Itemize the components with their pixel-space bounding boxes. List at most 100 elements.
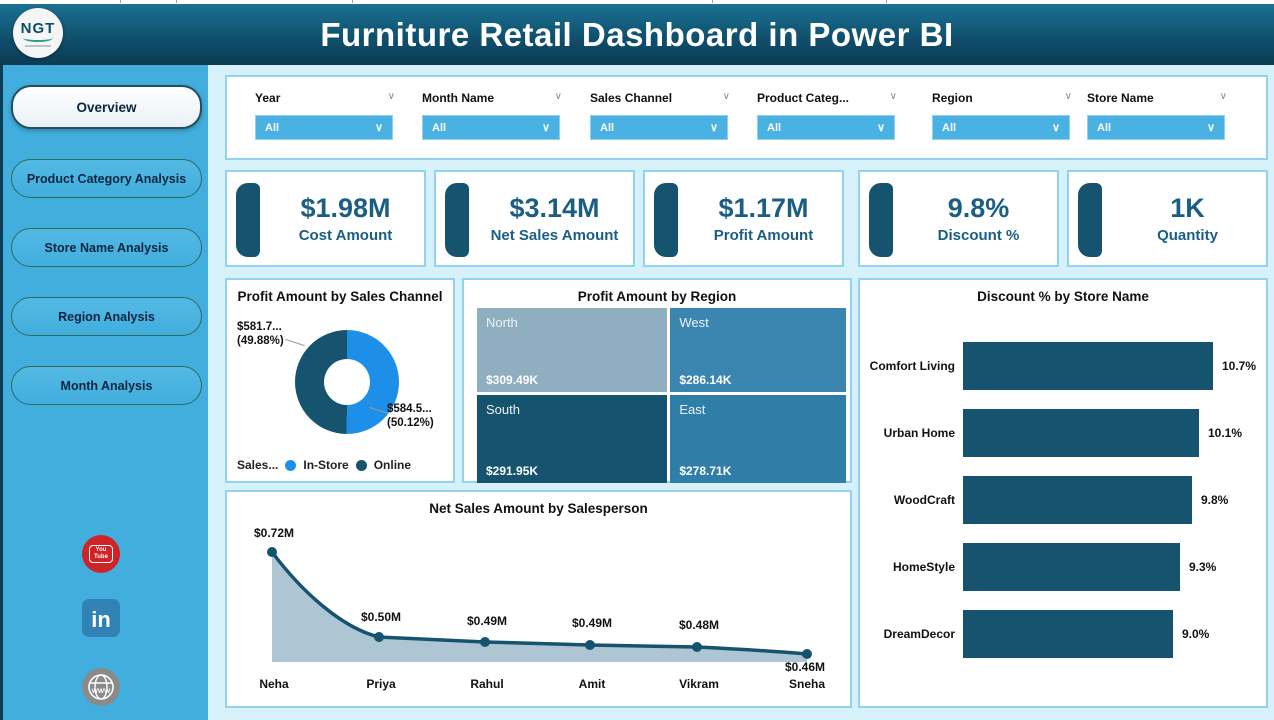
legend-series-prefix: Sales... (237, 458, 279, 472)
filter-region-dropdown[interactable]: All ∨ (932, 115, 1070, 140)
filter-store-name-dropdown[interactable]: All ∨ (1087, 115, 1225, 140)
kpi-pill-icon (869, 183, 893, 257)
filter-year-dropdown[interactable]: All ∨ (255, 115, 393, 140)
chevron-down-icon[interactable]: ∨ (722, 91, 730, 102)
kpi-value: 1K (1170, 193, 1205, 223)
header-banner: NGT Furniture Retail Dashboard in Power … (0, 4, 1274, 65)
point-value-label: $0.49M (466, 614, 508, 628)
filter-sales-channel-dropdown[interactable]: All ∨ (590, 115, 728, 140)
data-point-rahul[interactable] (480, 637, 490, 647)
kpi-label: Net Sales Amount (490, 227, 619, 244)
kpi-card-profit-amount: $1.17M Profit Amount (643, 170, 844, 267)
bar-category-label: DreamDecor (883, 627, 955, 641)
filter-value: All (432, 121, 447, 134)
bar[interactable] (963, 409, 1199, 457)
bar[interactable] (963, 476, 1192, 524)
treemap-cell-east[interactable]: East $278.71K (670, 395, 846, 483)
filter-label: Sales Channel (590, 91, 673, 105)
bar[interactable] (963, 543, 1180, 591)
chevron-down-icon[interactable]: ∨ (1219, 91, 1227, 102)
ruler-tick (120, 0, 127, 3)
data-point-neha[interactable] (267, 547, 277, 557)
filter-sales-channel: Sales Channel ∨ All ∨ (590, 77, 735, 158)
sidebar-item-region-analysis[interactable]: Region Analysis (11, 297, 202, 336)
kpi-label: Profit Amount (713, 227, 814, 244)
filter-label: Month Name (422, 91, 494, 105)
chevron-down-icon[interactable]: ∨ (554, 91, 562, 102)
data-point-amit[interactable] (585, 640, 595, 650)
sidebar-item-label: Region Analysis (58, 309, 155, 324)
top-ruler-strip (0, 0, 1274, 4)
filter-value: All (1097, 121, 1112, 134)
donut-chart[interactable] (295, 330, 399, 434)
linkedin-icon[interactable]: in (82, 599, 120, 637)
x-axis-label: Vikram (679, 677, 719, 691)
filter-label: Region (932, 91, 973, 105)
sidebar-item-label: Overview (76, 99, 137, 115)
globe-glyph: WWW (88, 674, 114, 700)
chart-title: Net Sales Amount by Salesperson (429, 501, 648, 516)
callout-line (285, 338, 305, 347)
filter-product-category-dropdown[interactable]: All ∨ (757, 115, 895, 140)
chart-title: Profit Amount by Sales Channel (237, 289, 443, 304)
filter-panel: Year ∨ All ∨ Month Name ∨ All ∨ Sales Channe… (225, 75, 1268, 160)
bar-category-label: HomeStyle (892, 560, 955, 574)
kpi-pill-icon (445, 183, 469, 257)
bar-category-label: Comfort Living (869, 359, 955, 373)
donut-legend: Sales... In-Store Online (237, 458, 447, 472)
bar-value-label: 9.3% (1189, 560, 1217, 574)
chevron-down-icon[interactable]: ∨ (1064, 91, 1072, 102)
x-axis-label: Priya (366, 677, 396, 691)
sidebar-item-overview[interactable]: Overview (11, 85, 202, 129)
x-axis-label: Rahul (470, 677, 504, 691)
legend-label-in-store[interactable]: In-Store (303, 458, 349, 472)
treemap-cell-west[interactable]: West $286.14K (670, 308, 846, 393)
sidebar-item-store-name-analysis[interactable]: Store Name Analysis (11, 228, 202, 267)
treemap-cell-north[interactable]: North $309.49K (477, 308, 668, 393)
logo-swoosh-icon (23, 34, 53, 42)
point-value-label: $0.48M (678, 618, 720, 632)
sidebar-item-label: Store Name Analysis (44, 240, 169, 255)
bar-value-label: 9.8% (1201, 493, 1229, 507)
filter-value: All (265, 121, 280, 134)
chevron-down-icon[interactable]: ∨ (387, 91, 395, 102)
bar[interactable] (963, 610, 1173, 658)
data-point-sneha[interactable] (802, 649, 812, 659)
filter-value: All (767, 121, 782, 134)
filter-store-name: Store Name ∨ All ∨ (1087, 77, 1232, 158)
ruler-tick (176, 0, 183, 3)
donut-chart-panel: Profit Amount by Sales Channel $581.7...… (225, 278, 455, 483)
legend-dot-online (355, 459, 367, 471)
ruler-tick (712, 0, 719, 3)
data-point-priya[interactable] (374, 632, 384, 642)
kpi-label: Cost Amount (298, 227, 393, 244)
treemap-cell-south[interactable]: South $291.95K (477, 395, 668, 483)
donut-callout-online: $581.7... (49.88%) (237, 321, 284, 347)
legend-label-online[interactable]: Online (373, 458, 412, 472)
area-chart[interactable] (227, 510, 850, 675)
bar[interactable] (963, 342, 1213, 390)
kpi-value: 9.8% (947, 193, 1010, 223)
bar-row-urban-home: Urban Home 10.1% (868, 409, 1262, 457)
bar-category-label: WoodCraft (893, 493, 955, 507)
sidebar-item-product-category-analysis[interactable]: Product Category Analysis (11, 159, 202, 198)
bar-value-label: 10.7% (1222, 359, 1257, 373)
treemap: North $309.49K West $286.14K South $291.… (477, 308, 846, 483)
youtube-icon[interactable]: You Tube (82, 535, 120, 573)
bar-value-label: 10.1% (1208, 426, 1243, 440)
area-chart-panel: Net Sales Amount by Salesperson $0.72M $… (225, 490, 852, 708)
logo-text: NGT (20, 19, 56, 37)
sidebar: Overview Product Category Analysis Store… (0, 65, 208, 720)
website-globe-icon[interactable]: WWW (82, 668, 120, 706)
data-point-vikram[interactable] (692, 642, 702, 652)
treemap-panel: Profit Amount by Region North $309.49K W… (462, 278, 852, 483)
sidebar-item-month-analysis[interactable]: Month Analysis (11, 366, 202, 405)
point-value-label: $0.50M (360, 610, 402, 624)
kpi-pill-icon (236, 183, 260, 257)
filter-month-dropdown[interactable]: All ∨ (422, 115, 560, 140)
chevron-down-icon: ∨ (709, 122, 718, 134)
kpi-value: $1.98M (300, 193, 391, 223)
logo-subtext-line (25, 44, 51, 47)
kpi-pill-icon (654, 183, 678, 257)
chevron-down-icon[interactable]: ∨ (889, 91, 897, 102)
